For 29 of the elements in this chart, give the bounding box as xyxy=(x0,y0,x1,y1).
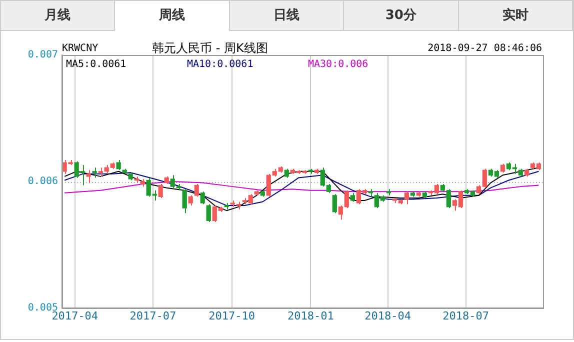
candlestick xyxy=(182,188,187,214)
y-tick-label: 0.006 xyxy=(28,176,58,188)
x-tick-label: 2017-10 xyxy=(208,309,255,322)
x-tick-label: 2017-07 xyxy=(130,309,176,322)
x-tick-label: 2018-01 xyxy=(287,309,334,322)
candlestick xyxy=(332,194,337,214)
text: 周线 xyxy=(115,1,230,31)
text: MA5:0.0061 xyxy=(66,59,126,70)
candlestick xyxy=(194,184,199,198)
candlestick xyxy=(188,194,193,206)
text: KRWCNY xyxy=(62,43,98,54)
candlestick xyxy=(92,167,97,178)
x-tick-label: 2018-07 xyxy=(442,309,490,322)
y-tick-label: 0.007 xyxy=(28,50,58,61)
chart-title: 韩元人民币 - 周K线图 xyxy=(151,40,269,57)
text: 月线 xyxy=(1,1,116,31)
candlestick xyxy=(200,191,205,205)
x-tick-label: 2018-04 xyxy=(364,309,412,322)
candlestick xyxy=(404,191,410,205)
text: MA10:0.0061 xyxy=(187,59,254,70)
candlestick xyxy=(158,184,163,198)
text: 30分 xyxy=(344,1,459,31)
text: 日线 xyxy=(230,1,344,31)
text: 实时 xyxy=(458,1,574,31)
candlestick xyxy=(206,204,211,222)
text: 2018-09-27 08:46:06 xyxy=(428,43,542,54)
text: MA30:0.006 xyxy=(308,59,368,70)
candlestick xyxy=(116,159,121,171)
candlestick xyxy=(86,170,91,184)
